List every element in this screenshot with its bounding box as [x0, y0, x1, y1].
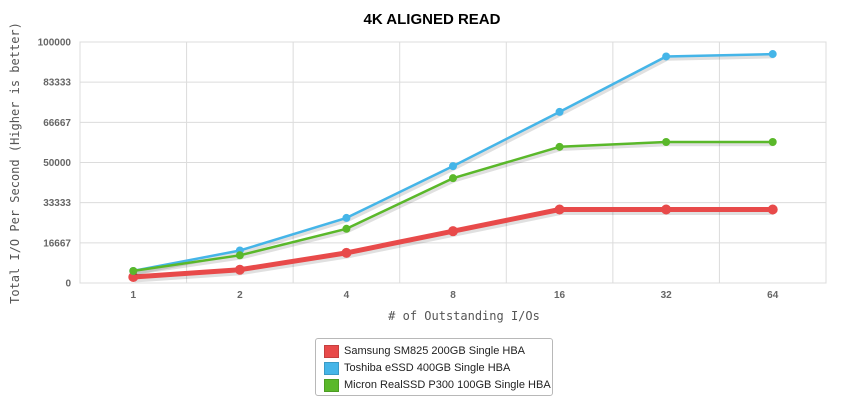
y-tick-label: 0 — [65, 279, 71, 290]
data-point[interactable] — [449, 174, 457, 183]
data-point[interactable] — [662, 138, 671, 147]
data-point[interactable] — [342, 224, 351, 233]
legend-label-samsung: Samsung SM825 200GB Single HBA — [344, 345, 525, 357]
y-tick-label: 66667 — [43, 118, 71, 129]
x-tick-label: 4 — [344, 290, 350, 301]
x-tick-label: 16 — [554, 290, 566, 301]
x-tick-label: 1 — [131, 290, 137, 301]
series-2 — [129, 138, 777, 276]
series-layer — [128, 50, 778, 283]
data-point[interactable] — [129, 266, 138, 275]
data-point[interactable] — [128, 271, 139, 282]
legend-item-micron[interactable]: Micron RealSSD P300 100GB Single HBA — [324, 377, 551, 393]
data-point[interactable] — [341, 247, 352, 258]
legend-label-toshiba: Toshiba eSSD 400GB Single HBA — [344, 362, 511, 374]
x-tick-label: 2 — [237, 290, 243, 301]
y-tick-label: 100000 — [38, 38, 72, 49]
data-point[interactable] — [661, 204, 672, 215]
data-point[interactable] — [662, 52, 671, 61]
x-tick-label: 64 — [767, 290, 779, 301]
legend-item-samsung[interactable]: Samsung SM825 200GB Single HBA — [324, 343, 525, 359]
data-point[interactable] — [234, 264, 245, 275]
data-point[interactable] — [768, 50, 777, 59]
legend-swatch-samsung — [324, 344, 339, 358]
data-point[interactable] — [449, 162, 457, 171]
legend-swatch-micron — [324, 378, 339, 392]
y-tick-label: 33333 — [43, 198, 71, 209]
data-point[interactable] — [448, 226, 458, 237]
data-point[interactable] — [235, 251, 244, 260]
legend-item-toshiba[interactable]: Toshiba eSSD 400GB Single HBA — [324, 360, 510, 376]
data-point[interactable] — [555, 107, 564, 116]
x-axis-ticks: 1 2 4 8 16 32 64 — [131, 290, 779, 301]
y-tick-label: 50000 — [43, 158, 71, 169]
data-point[interactable] — [342, 213, 351, 222]
x-tick-label: 8 — [450, 290, 456, 301]
legend-label-micron: Micron RealSSD P300 100GB Single HBA — [344, 379, 551, 391]
data-point[interactable] — [554, 204, 565, 215]
data-point[interactable] — [555, 142, 564, 151]
y-axis-ticks: 0 16667 33333 50000 66667 83333 100000 — [38, 38, 72, 290]
data-point[interactable] — [767, 204, 778, 215]
y-tick-label: 16667 — [43, 238, 71, 249]
legend: Samsung SM825 200GB Single HBA Toshiba e… — [315, 338, 553, 396]
x-axis-label: # of Outstanding I/Os — [388, 309, 540, 323]
y-tick-label: 83333 — [43, 78, 71, 89]
y-axis-label: Total I/O Per Second (Higher is better) — [8, 22, 22, 304]
chart-title: 4K ALIGNED READ — [364, 11, 501, 28]
legend-swatch-toshiba — [324, 361, 339, 375]
series-0 — [128, 204, 778, 283]
data-point[interactable] — [768, 138, 777, 147]
x-tick-label: 32 — [661, 290, 673, 301]
